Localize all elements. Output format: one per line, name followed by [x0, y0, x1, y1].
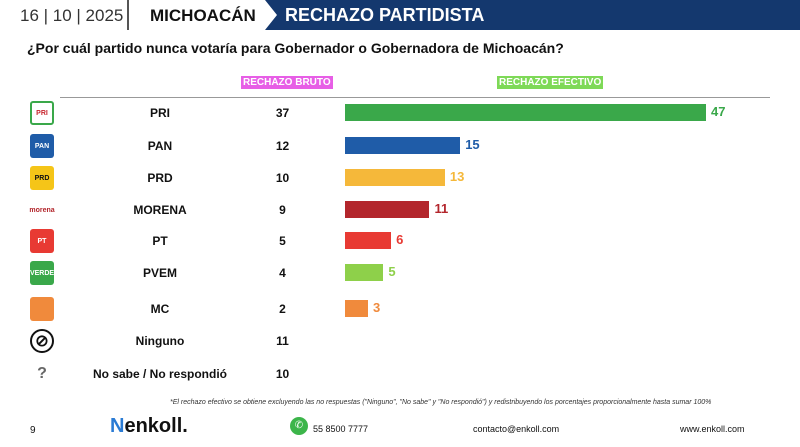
party-label: Ninguno: [135, 334, 185, 348]
header-rule: [60, 97, 770, 98]
party-label: PRD: [147, 171, 173, 185]
section-title: RECHAZO PARTIDISTA: [285, 5, 485, 25]
rechazo-efectivo-label: 6: [396, 232, 404, 247]
rechazo-efectivo-label: 47: [711, 104, 726, 119]
rechazo-efectivo-bar: [345, 201, 430, 218]
chart-row: MC 2 3: [0, 294, 800, 324]
section-banner: RECHAZO PARTIDISTA: [265, 0, 800, 30]
chart-row: PRI PRI 37 47: [0, 98, 800, 128]
rechazo-efectivo-bar: [345, 232, 392, 249]
party-logo-icon: PRD: [30, 166, 54, 190]
rechazo-bruto-value: 11: [276, 334, 289, 348]
logo-text: enkoll.: [124, 415, 188, 437]
question: ¿Por cuál partido nunca votaría para Gob…: [27, 40, 564, 56]
rechazo-bruto-value: 5: [279, 234, 286, 248]
party-logo-icon: PT: [30, 229, 54, 253]
party-logo-icon: PRI: [30, 101, 54, 125]
rechazo-efectivo-bar: [345, 300, 369, 317]
party-label: MORENA: [133, 203, 187, 217]
chart-row: morena MORENA 9 11: [0, 195, 800, 225]
party-logo-icon: ⊘: [30, 329, 54, 353]
rechazo-efectivo-label: 3: [373, 300, 381, 315]
rechazo-efectivo-header: RECHAZO EFECTIVO: [497, 76, 604, 89]
rechazo-efectivo-bar: [345, 169, 445, 186]
party-logo-icon: ?: [30, 362, 54, 386]
rechazo-bruto-value: 2: [279, 302, 286, 316]
website-link[interactable]: www.enkoll.com: [680, 424, 745, 434]
enkoll-logo: Nenkoll.: [110, 415, 188, 437]
phone: 55 8500 7777: [313, 424, 369, 434]
chart-row: PAN PAN 12 15: [0, 131, 800, 161]
chart-row: ⊘ Ninguno 11: [0, 326, 800, 356]
rechazo-bruto-header: RECHAZO BRUTO: [241, 76, 333, 89]
rechazo-bruto-value: 37: [275, 106, 290, 120]
rechazo-efectivo-bar: [345, 264, 384, 281]
party-label: No sabe / No respondió: [92, 367, 227, 381]
rechazo-efectivo-label: 13: [449, 169, 465, 184]
rechazo-bruto-value: 10: [275, 171, 290, 185]
footnote: *El rechazo efectivo se obtiene excluyen…: [170, 399, 712, 406]
whatsapp-icon: ✆: [290, 417, 308, 435]
rechazo-efectivo-label: 11: [434, 201, 449, 216]
date: 16 | 10 | 2025: [20, 6, 124, 25]
party-logo-icon: VERDE: [30, 261, 54, 285]
rechazo-bruto-value: 4: [279, 266, 286, 280]
rechazo-bruto-value: 9: [279, 203, 286, 217]
page-number: 9: [30, 425, 36, 436]
rechazo-efectivo-label: 5: [388, 264, 396, 279]
email-link[interactable]: contacto@enkoll.com: [473, 424, 560, 434]
chart-row: PRD PRD 10 13: [0, 163, 800, 193]
rechazo-bruto-value: 12: [275, 139, 290, 153]
party-label: PRI: [149, 106, 170, 120]
party-logo-icon: [30, 297, 54, 321]
rechazo-bruto-value: 10: [275, 367, 290, 381]
rechazo-efectivo-bar: [345, 137, 461, 154]
chart-row: VERDE PVEM 4 5: [0, 258, 800, 288]
chart-row: PT PT 5 6: [0, 226, 800, 256]
rechazo-efectivo-label: 15: [465, 137, 480, 152]
party-label: PVEM: [142, 266, 177, 280]
party-logo-icon: morena: [29, 198, 55, 222]
party-label: MC: [150, 302, 170, 316]
party-label: PT: [152, 234, 168, 248]
divider: [127, 0, 129, 30]
chart-row: ? No sabe / No respondió 10: [0, 359, 800, 389]
party-label: PAN: [147, 139, 173, 153]
party-logo-icon: PAN: [30, 134, 54, 158]
rechazo-efectivo-bar: [345, 104, 706, 121]
state-label: MICHOACÁN: [150, 6, 256, 25]
